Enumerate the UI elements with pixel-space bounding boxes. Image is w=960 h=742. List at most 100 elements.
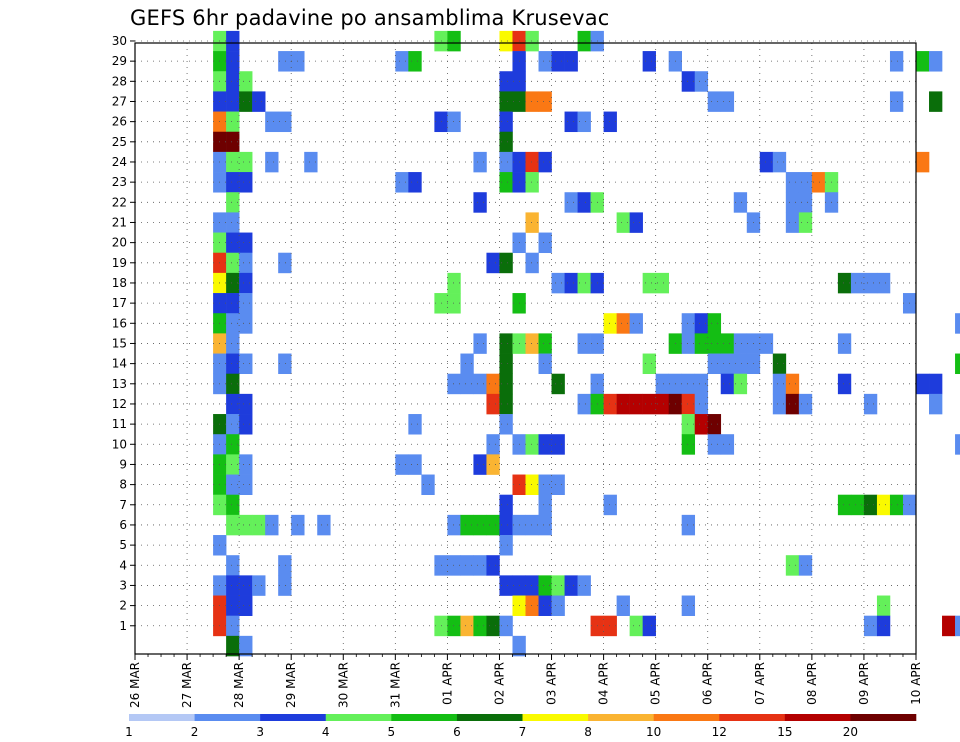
heatmap-cell	[694, 414, 709, 435]
heatmap-cell	[226, 91, 240, 112]
y-tick-label: 27	[112, 94, 127, 108]
heatmap-cell	[226, 51, 240, 72]
heatmap-cell	[538, 494, 552, 516]
heatmap-cell	[707, 414, 722, 435]
heatmap-cell	[551, 373, 565, 395]
heatmap-cell	[707, 353, 722, 375]
heatmap-cell	[473, 555, 487, 576]
heatmap-cell	[473, 151, 487, 173]
heatmap-cell	[486, 615, 500, 637]
heatmap-cell	[551, 51, 565, 72]
heatmap-cell	[239, 91, 253, 112]
heatmap-cell	[681, 333, 696, 354]
heatmap-cell	[642, 353, 656, 375]
heatmap-cell	[759, 151, 774, 173]
y-tick-label: 13	[112, 377, 127, 391]
heatmap-cell	[395, 454, 409, 475]
x-tick-label: 04 APR	[597, 662, 611, 705]
x-tick-label: 27 MAR	[180, 662, 194, 708]
heatmap-cell	[538, 514, 552, 536]
heatmap-cell	[538, 474, 552, 495]
heatmap-cell	[252, 514, 266, 536]
heatmap-cell	[538, 353, 552, 375]
heatmap-cell	[226, 192, 240, 213]
heatmap-cell	[226, 434, 240, 455]
heatmap-cell	[447, 293, 461, 314]
heatmap-cell	[447, 30, 461, 52]
heatmap-cell	[720, 333, 735, 354]
heatmap-cell	[538, 434, 552, 455]
y-tick-label: 6	[119, 518, 127, 532]
heatmap-cell	[538, 91, 552, 112]
y-tick-label: 12	[112, 397, 127, 411]
heatmap-cell	[525, 514, 539, 536]
heatmap-cell	[955, 353, 960, 375]
heatmap-cell	[239, 272, 253, 294]
heatmap-cell	[929, 91, 943, 112]
heatmap-cell	[499, 91, 513, 112]
heatmap-cell	[486, 454, 500, 475]
heatmap-cell	[525, 595, 539, 616]
heatmap-cell	[278, 51, 292, 72]
heatmap-cell	[525, 172, 539, 193]
x-tick-label: 09 APR	[857, 662, 871, 705]
y-tick-label: 10	[112, 437, 127, 451]
y-tick-label: 2	[119, 599, 127, 613]
heatmap-cell	[226, 333, 240, 354]
y-tick-label: 9	[119, 457, 127, 471]
heatmap-cell	[226, 514, 240, 536]
heatmap-cell	[499, 71, 513, 92]
heatmap-cell	[876, 615, 891, 637]
y-tick-label: 14	[112, 357, 127, 371]
y-tick-label: 17	[112, 296, 127, 310]
heatmap-cell	[707, 434, 722, 455]
heatmap-cell	[473, 454, 487, 475]
y-tick-label: 24	[112, 155, 127, 169]
heatmap-cell	[486, 434, 500, 455]
heatmap-cell	[876, 595, 891, 616]
heatmap-cell	[239, 635, 253, 657]
heatmap-cell	[694, 313, 709, 334]
heatmap-cell	[304, 151, 318, 173]
heatmap-cell	[929, 373, 943, 395]
heatmap-cell	[473, 615, 487, 637]
heatmap-cell	[512, 635, 526, 657]
heatmap-cell	[603, 111, 617, 133]
heatmap-cell	[629, 615, 643, 637]
heatmap-cell	[460, 615, 474, 637]
heatmap-cell	[955, 313, 960, 334]
heatmap-cell	[733, 353, 748, 375]
heatmap-cell	[226, 555, 240, 576]
heatmap-cell	[642, 393, 656, 415]
heatmap-cell	[681, 595, 696, 616]
heatmap-cell	[226, 454, 240, 475]
heatmap-cell	[499, 353, 513, 375]
heatmap-cell	[499, 30, 513, 52]
heatmap-cell	[239, 71, 253, 92]
heatmap-cell	[525, 212, 539, 233]
x-tick-label: 06 APR	[701, 662, 715, 705]
heatmap-cell	[226, 313, 240, 334]
heatmap-cell	[226, 131, 240, 153]
heatmap-cell	[226, 414, 240, 435]
heatmap-cell	[837, 333, 852, 354]
heatmap-cell	[603, 393, 617, 415]
y-tick-label: 20	[112, 236, 127, 250]
heatmap-cell	[226, 474, 240, 495]
legend-swatch	[850, 714, 917, 721]
y-tick-label: 5	[119, 538, 127, 552]
heatmap-cell	[720, 373, 735, 395]
heatmap-cell	[681, 373, 696, 395]
legend-label: 3	[256, 725, 264, 739]
heatmap-cell	[642, 272, 656, 294]
heatmap-cell	[577, 272, 591, 294]
heatmap-cell	[239, 353, 253, 375]
heatmap-cell	[694, 333, 709, 354]
heatmap-cell	[538, 232, 552, 254]
heatmap-cell	[785, 172, 800, 193]
heatmap-cell	[499, 393, 513, 415]
heatmap-cell	[577, 393, 591, 415]
heatmap-cell	[226, 575, 240, 596]
y-tick-label: 3	[119, 578, 127, 592]
heatmap-cell	[226, 353, 240, 375]
